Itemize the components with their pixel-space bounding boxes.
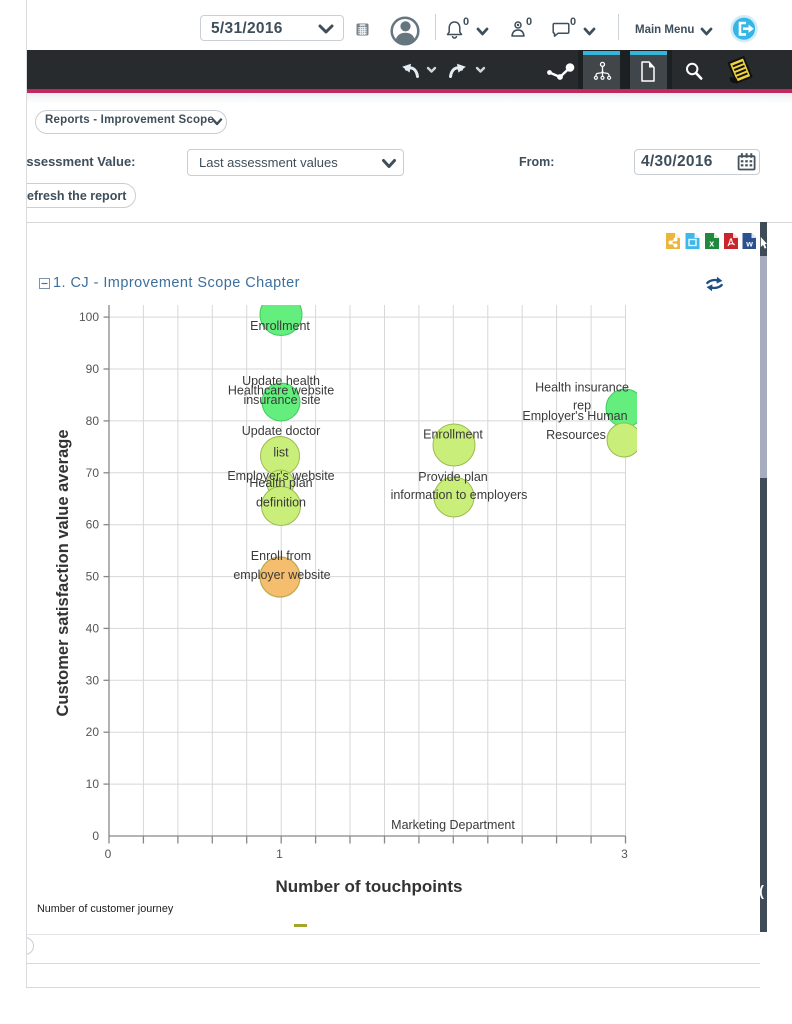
svg-text:Resources: Resources <box>546 428 606 442</box>
svg-text:100: 100 <box>79 310 99 324</box>
svg-text:3: 3 <box>621 847 628 861</box>
svg-text:Marketing Department: Marketing Department <box>391 818 515 832</box>
svg-text:information to employers: information to employers <box>391 488 528 502</box>
svg-text:employer website: employer website <box>233 568 330 582</box>
svg-text:Healthcare website: Healthcare website <box>228 384 334 398</box>
svg-text:Update health: Update health <box>242 374 320 388</box>
svg-text:x: x <box>709 239 714 249</box>
svg-text:Health plan: Health plan <box>249 476 312 490</box>
svg-text:60: 60 <box>86 518 100 532</box>
svg-text:Employer's Human: Employer's Human <box>522 409 627 423</box>
svg-text:10: 10 <box>86 777 100 791</box>
svg-text:definition: definition <box>256 496 306 510</box>
svg-text:70: 70 <box>86 466 100 480</box>
svg-text:rep: rep <box>573 399 591 413</box>
svg-text:40: 40 <box>86 621 100 635</box>
svg-text:Enrollment: Enrollment <box>423 428 483 442</box>
svg-text:list: list <box>273 446 289 460</box>
svg-text:50: 50 <box>86 570 100 584</box>
svg-text:insurance site: insurance site <box>243 393 320 407</box>
svg-text:80: 80 <box>86 414 100 428</box>
svg-text:90: 90 <box>86 362 100 376</box>
svg-text:Employer's website: Employer's website <box>227 469 334 483</box>
svg-text:Number of touchpoints: Number of touchpoints <box>276 877 463 896</box>
svg-text:20: 20 <box>86 725 100 739</box>
svg-text:Enrollment: Enrollment <box>250 319 310 333</box>
svg-text:30: 30 <box>86 673 100 687</box>
svg-text:0: 0 <box>92 829 99 843</box>
svg-text:Customer satisfaction value av: Customer satisfaction value average <box>54 429 72 716</box>
svg-text:0: 0 <box>105 847 112 861</box>
svg-text:Update doctor: Update doctor <box>242 424 321 438</box>
svg-text:w: w <box>745 239 753 249</box>
svg-text:Provide plan: Provide plan <box>418 470 488 484</box>
svg-text:1: 1 <box>276 847 283 861</box>
svg-text:Health insurance: Health insurance <box>535 381 629 395</box>
svg-text:Enroll from: Enroll from <box>251 549 311 563</box>
